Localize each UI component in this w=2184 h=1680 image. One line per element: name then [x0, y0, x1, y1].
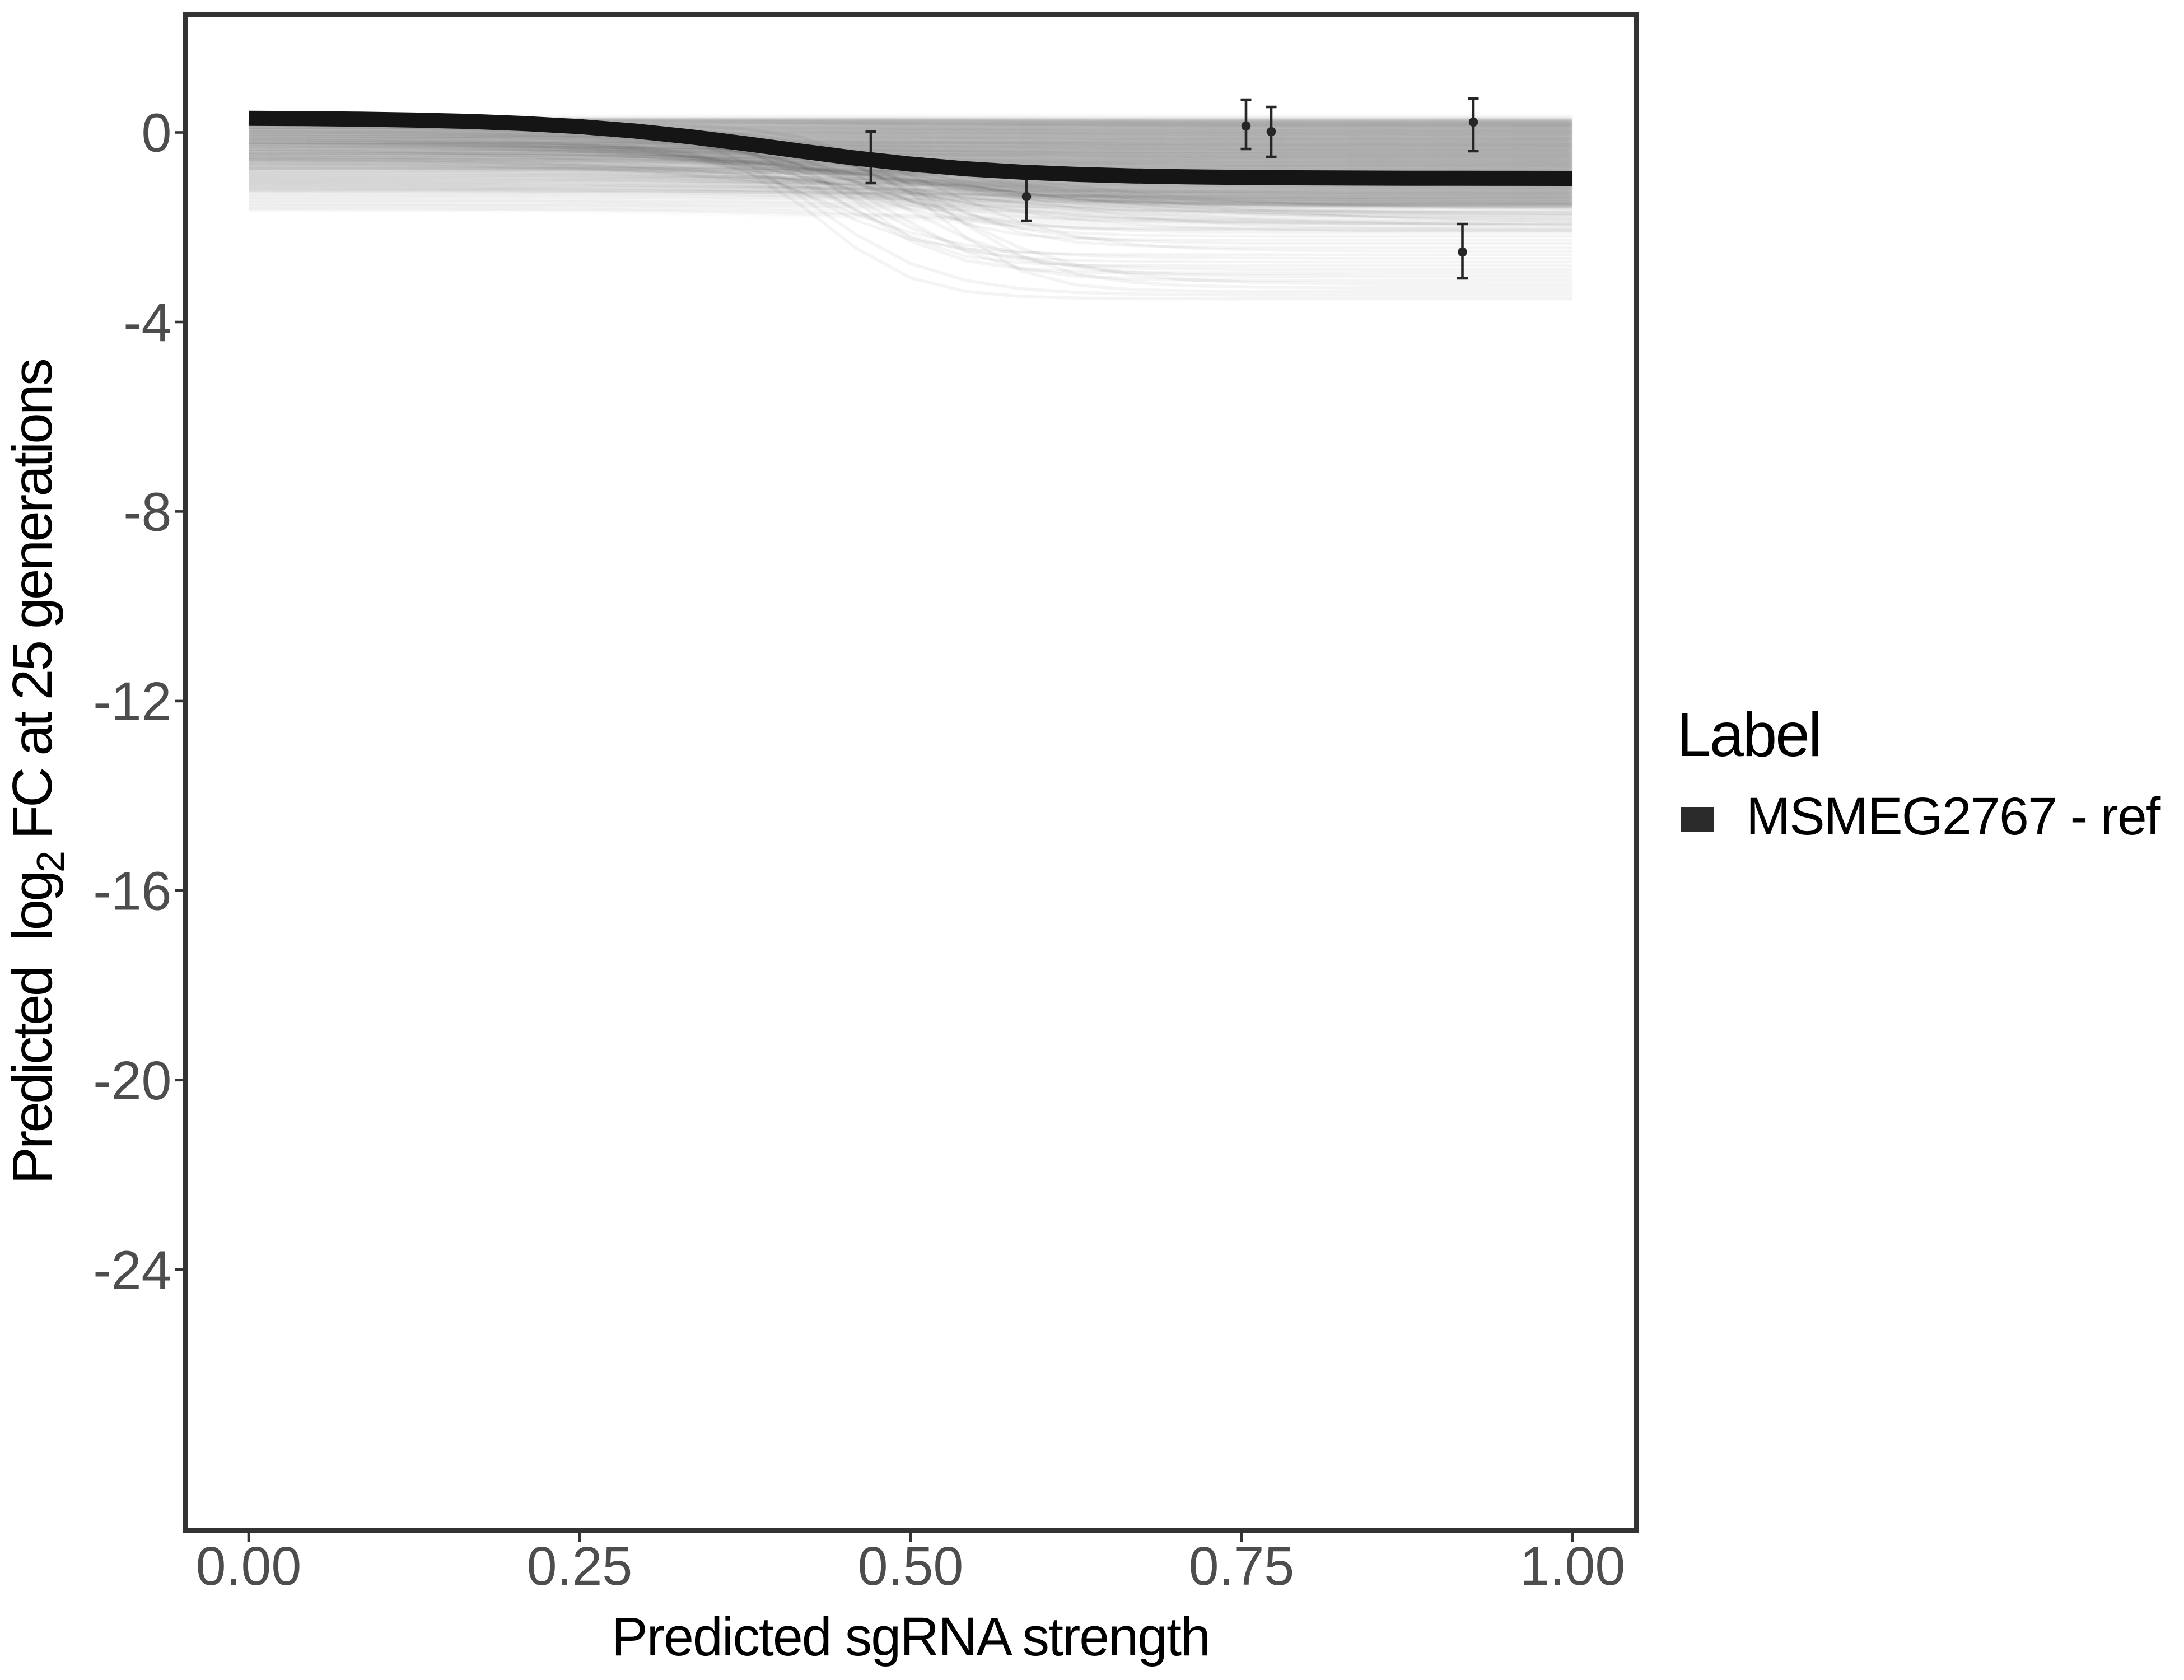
svg-text:Predicted sgRNA strength: Predicted sgRNA strength — [612, 1606, 1210, 1667]
svg-text:-4: -4 — [123, 292, 171, 353]
svg-text:0.25: 0.25 — [527, 1536, 633, 1597]
svg-text:-16: -16 — [93, 860, 171, 921]
svg-text:0: 0 — [142, 102, 172, 164]
svg-text:0.75: 0.75 — [1189, 1536, 1295, 1597]
svg-text:Predicted log2 FC at 25 gener: Predicted log2 FC at 25 generations — [1, 360, 72, 1184]
svg-text:-8: -8 — [123, 481, 171, 542]
svg-text:-12: -12 — [93, 671, 171, 732]
svg-text:Label: Label — [1677, 700, 1821, 769]
svg-text:-24: -24 — [93, 1239, 171, 1300]
svg-text:-20: -20 — [93, 1050, 171, 1111]
svg-text:0.50: 0.50 — [858, 1536, 964, 1597]
svg-text:MSMEG2767 - ref: MSMEG2767 - ref — [1746, 787, 2161, 846]
svg-text:1.00: 1.00 — [1520, 1536, 1626, 1597]
svg-text:0.00: 0.00 — [196, 1536, 302, 1597]
